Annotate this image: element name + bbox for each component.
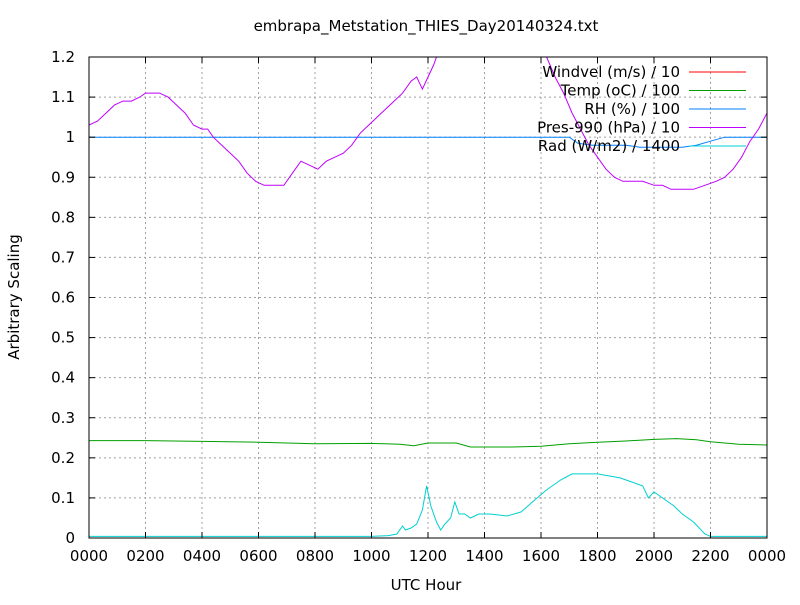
tick-layer: 0000 0200 0400 0600 0800 1000 1200 1400 1600 1800… xyxy=(51,48,786,565)
y-tick-label: 0.8 xyxy=(51,208,75,226)
y-tick-label: 0.9 xyxy=(51,168,75,186)
y-tick-label: 0.7 xyxy=(51,248,75,266)
series-line-pres-990-hpa-10 xyxy=(89,57,437,186)
y-tick-label: 1.2 xyxy=(51,48,75,66)
y-tick-label: 0.5 xyxy=(51,329,75,347)
y-tick-label: 1 xyxy=(65,128,75,146)
y-tick-label: 0.2 xyxy=(51,449,75,467)
legend-label: RH (%) / 100 xyxy=(584,100,680,118)
x-tick-label: 1000 xyxy=(352,547,390,565)
legend-label: Pres-990 (hPa) / 10 xyxy=(537,119,680,137)
x-tick-label: 0000 xyxy=(70,547,108,565)
y-tick-label: 1.1 xyxy=(51,88,75,106)
x-tick-label: 1400 xyxy=(465,547,503,565)
series-line-rad-w-m2-1400 xyxy=(89,473,767,537)
series-line-temp-oc-100 xyxy=(89,438,767,448)
x-tick-label: 2200 xyxy=(691,547,729,565)
x-tick-label: 0400 xyxy=(183,547,221,565)
series-layer xyxy=(89,57,767,537)
x-tick-label: 1600 xyxy=(522,547,560,565)
y-tick-label: 0.4 xyxy=(51,369,75,387)
series-line-rh-100 xyxy=(89,136,767,148)
y-tick-label: 0 xyxy=(65,529,75,547)
x-tick-label: 0000 xyxy=(748,547,786,565)
x-tick-label: 0800 xyxy=(296,547,334,565)
chart-title: embrapa_Metstation_THIES_Day20140324.txt xyxy=(254,17,599,36)
x-tick-label: 1200 xyxy=(409,547,447,565)
y-tick-label: 0.3 xyxy=(51,409,75,427)
legend-label: Temp (oC) / 100 xyxy=(560,82,680,100)
y-axis-title: Arbitrary Scaling xyxy=(5,234,23,360)
x-tick-label: 0200 xyxy=(126,547,164,565)
x-axis-title: UTC Hour xyxy=(391,576,462,594)
legend-label: Rad (W/m2) / 1400 xyxy=(538,137,680,155)
x-tick-label: 0600 xyxy=(239,547,277,565)
legend-label: Windvel (m/s) / 10 xyxy=(542,63,680,81)
x-tick-label: 1800 xyxy=(578,547,616,565)
x-tick-label: 2000 xyxy=(635,547,673,565)
y-tick-label: 0.1 xyxy=(51,489,75,507)
y-tick-label: 0.6 xyxy=(51,289,75,307)
series-line-pres-990-hpa-10 xyxy=(546,57,767,190)
